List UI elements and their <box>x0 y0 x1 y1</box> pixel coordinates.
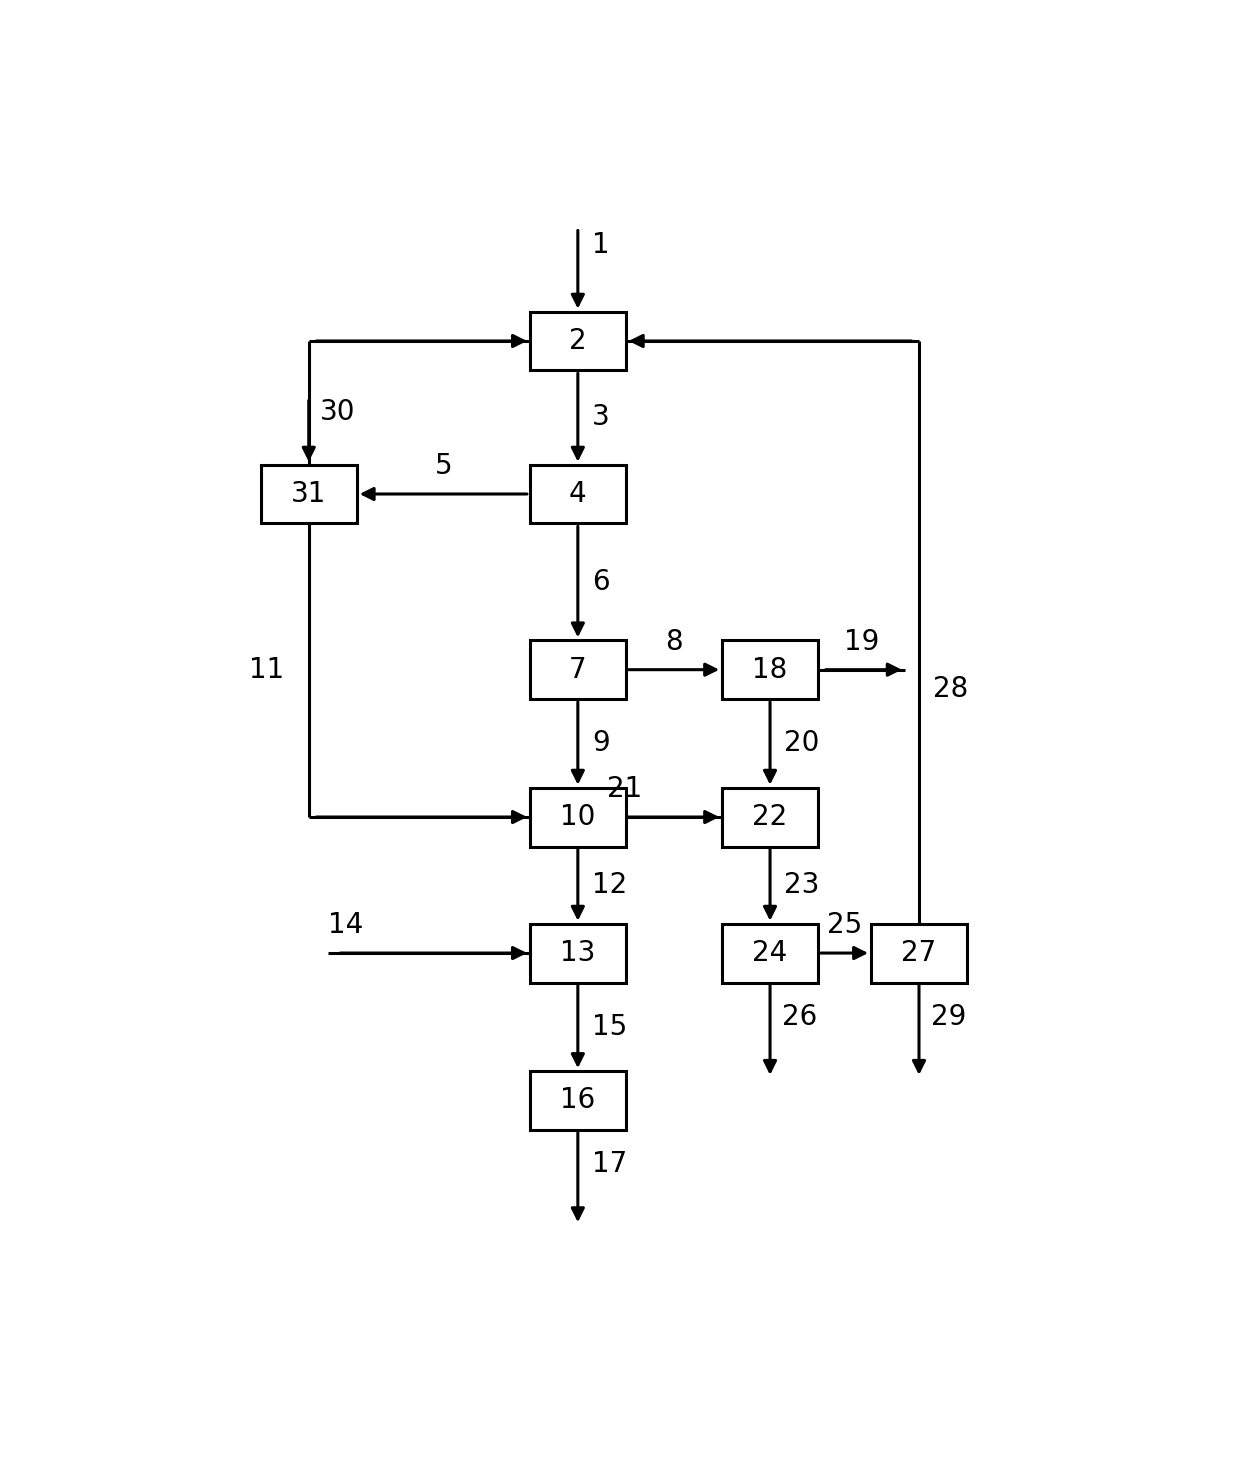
Text: 30: 30 <box>320 399 356 427</box>
Text: 8: 8 <box>665 629 683 657</box>
Text: 21: 21 <box>606 776 642 804</box>
Text: 16: 16 <box>560 1086 595 1114</box>
Text: 9: 9 <box>593 729 610 758</box>
Text: 28: 28 <box>934 676 968 704</box>
Text: 26: 26 <box>781 1002 817 1030</box>
FancyBboxPatch shape <box>529 465 626 524</box>
Text: 20: 20 <box>785 729 820 758</box>
Text: 13: 13 <box>560 939 595 967</box>
Text: 18: 18 <box>753 655 787 683</box>
Text: 3: 3 <box>593 403 610 431</box>
Text: 11: 11 <box>249 657 285 684</box>
Text: 29: 29 <box>930 1002 966 1030</box>
FancyBboxPatch shape <box>722 788 818 846</box>
FancyBboxPatch shape <box>870 923 967 982</box>
Text: 4: 4 <box>569 480 587 508</box>
Text: 5: 5 <box>434 452 453 480</box>
Text: 2: 2 <box>569 327 587 355</box>
FancyBboxPatch shape <box>529 1072 626 1130</box>
Text: 12: 12 <box>593 871 627 899</box>
Text: 14: 14 <box>327 911 363 939</box>
FancyBboxPatch shape <box>722 923 818 982</box>
Text: 22: 22 <box>753 804 787 832</box>
Text: 17: 17 <box>593 1150 627 1178</box>
Text: 27: 27 <box>901 939 936 967</box>
FancyBboxPatch shape <box>529 788 626 846</box>
FancyBboxPatch shape <box>529 312 626 371</box>
Text: 15: 15 <box>593 1013 627 1041</box>
FancyBboxPatch shape <box>722 640 818 699</box>
FancyBboxPatch shape <box>529 640 626 699</box>
FancyBboxPatch shape <box>529 923 626 982</box>
FancyBboxPatch shape <box>260 465 357 524</box>
Text: 6: 6 <box>593 568 610 596</box>
Text: 31: 31 <box>291 480 326 508</box>
Text: 19: 19 <box>843 629 879 657</box>
Text: 23: 23 <box>785 871 820 899</box>
Text: 1: 1 <box>593 231 610 259</box>
Text: 25: 25 <box>827 911 862 939</box>
Text: 24: 24 <box>753 939 787 967</box>
Text: 7: 7 <box>569 655 587 683</box>
Text: 10: 10 <box>560 804 595 832</box>
